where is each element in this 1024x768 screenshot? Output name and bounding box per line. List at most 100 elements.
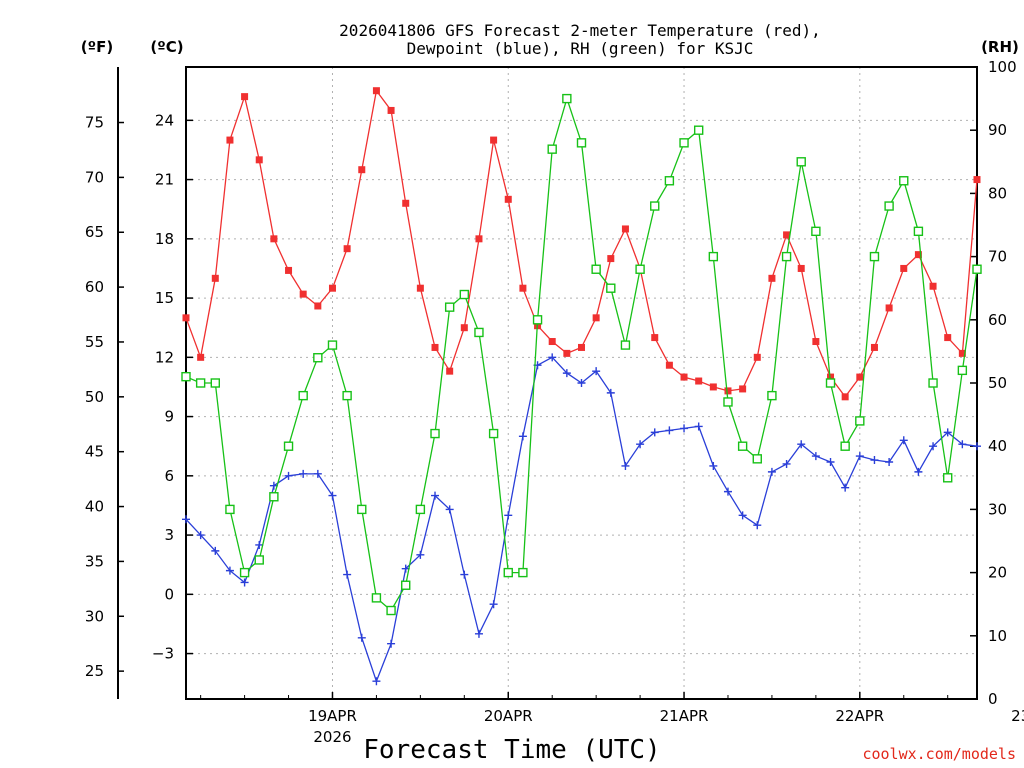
rh-point [562, 93, 572, 104]
fahrenheit-tick-label: 40 [85, 498, 104, 516]
rh-point [825, 378, 836, 388]
temperature-point [621, 225, 629, 233]
chart-title-line2: Dewpoint (blue), RH (green) for KSJC [407, 39, 754, 58]
credit-link[interactable]: coolwx.com/models [862, 745, 1016, 763]
x-axis-title: Forecast Time (UTC) [363, 735, 660, 765]
temperature-point [270, 235, 278, 243]
rh-tick-label: 0 [988, 690, 998, 708]
rh-point [401, 580, 411, 590]
dewpoint-point [621, 461, 630, 470]
rh-point [693, 125, 704, 135]
temperature-point [446, 367, 454, 375]
rh-point [635, 264, 645, 274]
rh-point [283, 441, 294, 451]
rh-tick-label: 90 [988, 121, 1007, 139]
dewpoint-point [431, 491, 440, 500]
rh-point [752, 454, 762, 464]
dewpoint-point [870, 456, 879, 465]
temperature-point [416, 284, 424, 292]
dewpoint-point [958, 440, 967, 449]
rh-point [239, 567, 250, 578]
temperature-point [929, 282, 937, 290]
dewpoint-point [445, 505, 454, 514]
rh-tick-label: 20 [988, 564, 1007, 582]
rh-point [899, 176, 909, 186]
temperature-point [783, 231, 791, 239]
temperature-point [841, 393, 849, 401]
rh-point [620, 340, 631, 350]
rh-point [855, 416, 865, 426]
rh-point [371, 593, 382, 603]
temperature-point [475, 235, 483, 243]
temperature-point [548, 338, 556, 346]
temperature-point [314, 302, 322, 310]
x-tick-label: 21APR [660, 707, 709, 725]
celsius-tick-label: 0 [164, 585, 174, 603]
rh-point [327, 340, 338, 350]
rh-tick-label: 60 [988, 311, 1007, 329]
rh-point [664, 176, 675, 186]
dewpoint-point [328, 491, 337, 500]
rh-point [840, 441, 850, 451]
fahrenheit-tick-label: 60 [85, 278, 104, 296]
temperature-point [182, 314, 190, 322]
dewpoint-point [885, 458, 894, 466]
rh-point [737, 441, 748, 451]
temperature-point [387, 106, 395, 114]
rh-point [298, 390, 308, 401]
celsius-tick-label: 3 [164, 526, 174, 544]
temperature-point [490, 136, 498, 144]
rh-tick-label: 80 [988, 184, 1007, 202]
temperature-point [402, 199, 410, 207]
axis-ticks: 19APR202620APR21APR22APR23APR24APR25APR−… [85, 58, 1024, 746]
temperature-point [695, 377, 703, 385]
dewpoint-point [577, 379, 586, 387]
dewpoint-point [387, 639, 396, 648]
grid-lines [186, 67, 977, 699]
dewpoint-point [636, 440, 645, 449]
dewpoint-point [855, 452, 864, 461]
fahrenheit-tick-label: 65 [85, 223, 104, 241]
temperature-point [739, 385, 747, 393]
dewpoint-point [782, 459, 791, 468]
temperature-point [914, 251, 922, 259]
temperature-point [460, 324, 468, 332]
rh-point [532, 315, 543, 325]
rh-tick-label: 70 [988, 248, 1007, 266]
dewpoint-point [196, 531, 205, 540]
rh-point [225, 504, 235, 515]
rh-point [723, 397, 733, 407]
rh-point [928, 378, 938, 388]
x-tick-sublabel: 2026 [313, 728, 351, 746]
series-dewpoint [182, 353, 981, 686]
temperature-point [709, 383, 717, 391]
temperature-point [812, 338, 820, 346]
rh-point [342, 390, 352, 401]
chart-title-line1: 2026041806 GFS Forecast 2-meter Temperat… [339, 21, 821, 40]
temperature-point [578, 343, 585, 351]
x-tick-label: 20APR [484, 707, 533, 725]
fahrenheit-tick-label: 55 [85, 333, 104, 351]
celsius-tick-label: 15 [155, 289, 174, 307]
dewpoint-point [665, 426, 674, 435]
data-series [181, 87, 982, 686]
temperature-point [768, 274, 776, 282]
celsius-tick-label: 18 [155, 230, 174, 248]
dewpoint-point [738, 511, 747, 520]
series-rh [181, 93, 982, 616]
temperature-point [958, 349, 966, 357]
dewpoint-point [841, 483, 850, 492]
dewpoint-point [606, 388, 615, 397]
rh-axis-label: (RH) [981, 38, 1019, 56]
celsius-tick-label: 12 [155, 348, 174, 366]
dewpoint-point [826, 458, 835, 466]
rh-point [781, 251, 792, 262]
rh-point [606, 283, 616, 293]
rh-point [943, 473, 953, 483]
temperature-point [285, 266, 293, 274]
rh-point [386, 605, 396, 616]
temperature-point [724, 387, 732, 395]
dewpoint-point [313, 469, 322, 478]
temperature-point [885, 304, 893, 312]
